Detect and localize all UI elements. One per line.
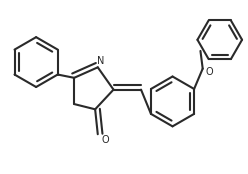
Text: N: N — [97, 56, 104, 66]
Text: O: O — [102, 135, 109, 145]
Text: O: O — [205, 67, 213, 77]
